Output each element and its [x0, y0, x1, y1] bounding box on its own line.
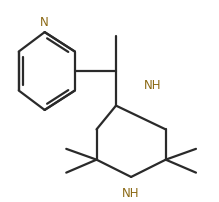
Text: NH: NH	[144, 78, 162, 91]
Text: NH: NH	[122, 186, 140, 199]
Text: N: N	[40, 16, 49, 29]
